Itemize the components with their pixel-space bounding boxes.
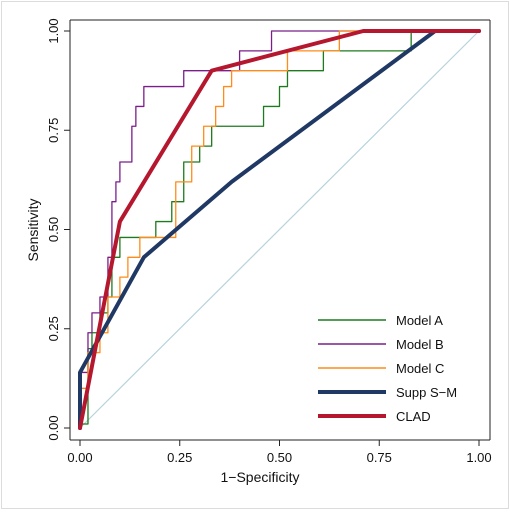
x-tick-label: 0.25 (167, 450, 192, 465)
legend: Model A Model B Model C Supp S−M CLAD (318, 313, 457, 424)
x-tick-label: 0.50 (267, 450, 292, 465)
y-tick-label: 0.00 (46, 415, 61, 440)
y-axis-ticks: 0.00 0.25 0.50 0.75 1.00 (46, 18, 70, 441)
x-axis-title: 1−Specificity (221, 469, 300, 485)
x-tick-label: 0.00 (67, 450, 92, 465)
plot-area (78, 29, 481, 430)
y-tick-label: 0.75 (46, 118, 61, 143)
legend-label-2: Model B (396, 337, 444, 352)
y-axis-title: Sensitivity (25, 198, 41, 261)
legend-label-1: Model A (396, 313, 443, 328)
legend-label-3: Model C (396, 361, 444, 376)
legend-label-4: Supp S−M (396, 385, 457, 400)
y-tick-label: 1.00 (46, 18, 61, 43)
y-tick-label: 0.25 (46, 316, 61, 341)
roc-curve-5 (78, 29, 481, 430)
y-tick-label: 0.50 (46, 217, 61, 242)
x-tick-label: 1.00 (466, 450, 491, 465)
legend-label-5: CLAD (396, 409, 431, 424)
x-tick-label: 0.75 (367, 450, 392, 465)
reference-diagonal (79, 30, 480, 429)
x-axis-ticks: 0.00 0.25 0.50 0.75 1.00 (67, 440, 492, 465)
